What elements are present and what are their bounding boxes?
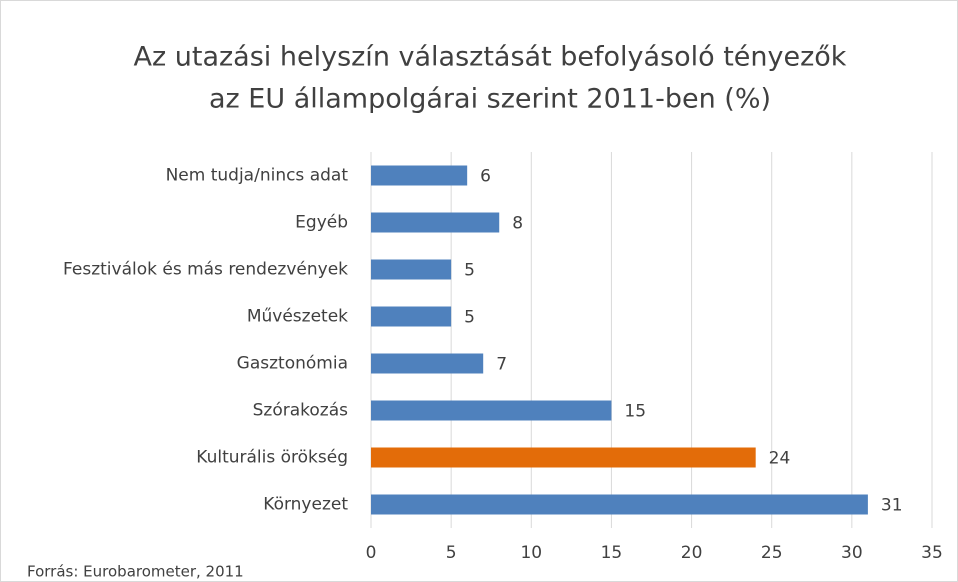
x-tick-label: 0	[366, 543, 377, 563]
x-tick-label: 30	[841, 543, 863, 563]
y-tick-label: Művészetek	[247, 307, 348, 327]
data-label: 5	[464, 261, 475, 281]
bar	[371, 353, 484, 374]
y-tick-label: Nem tudja/nincs adat	[166, 166, 349, 186]
chart-title: Az utazási helyszín választását befolyás…	[134, 42, 847, 73]
chart-title: az EU állampolgárai szerint 2011-ben (%)	[209, 84, 771, 115]
x-tick-label: 25	[761, 543, 783, 563]
y-tick-label: Szórakozás	[253, 401, 349, 421]
y-tick-label: Környezet	[263, 495, 348, 515]
bar	[371, 212, 500, 233]
y-tick-label: Egyéb	[295, 213, 348, 233]
bar	[371, 306, 452, 327]
data-label: 6	[480, 167, 491, 187]
x-tick-label: 15	[601, 543, 623, 563]
data-label: 24	[769, 449, 791, 469]
y-tick-label: Gasztonómia	[237, 354, 348, 374]
data-label: 8	[512, 214, 523, 234]
bar	[371, 400, 612, 421]
x-tick-label: 35	[921, 543, 943, 563]
x-tick-label: 5	[446, 543, 457, 563]
data-label: 5	[464, 308, 475, 328]
data-label: 31	[881, 496, 903, 516]
source-note: Forrás: Eurobarometer, 2011	[27, 563, 244, 581]
y-tick-label: Fesztiválok és más rendezvények	[63, 260, 348, 280]
bar	[371, 447, 756, 468]
x-tick-label: 20	[681, 543, 703, 563]
x-tick-label: 10	[520, 543, 542, 563]
bar	[371, 259, 452, 280]
bar	[371, 494, 868, 515]
data-label: 15	[624, 402, 646, 422]
y-tick-label: Kulturális örökség	[196, 448, 348, 468]
bar	[371, 165, 468, 186]
data-label: 7	[496, 355, 507, 375]
